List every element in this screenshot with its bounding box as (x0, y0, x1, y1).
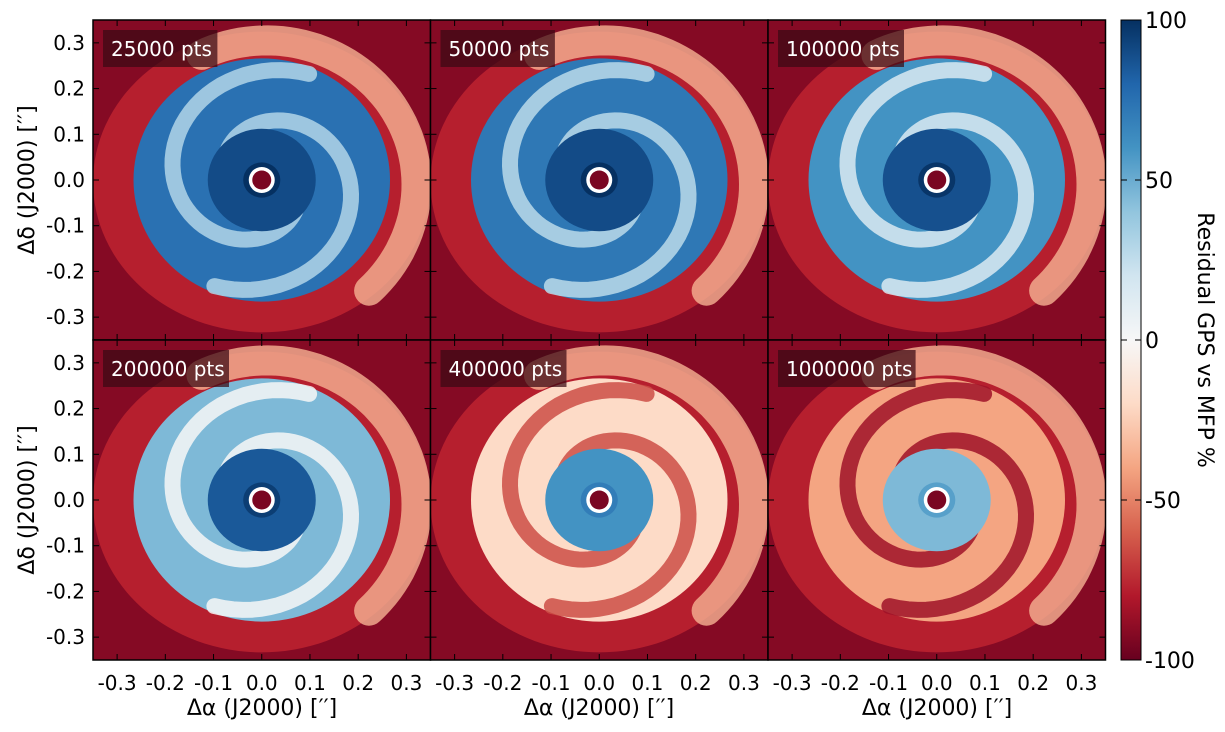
colorbar-tick-label: -100 (1145, 649, 1195, 674)
y-tick-label: -0.3 (46, 305, 85, 329)
panel-label: 200000 pts (111, 357, 225, 381)
x-tick-label: 0.0 (246, 671, 278, 695)
x-axis-label-col3: Δα (J2000) [′′] (862, 696, 1012, 721)
outer-arc (523, 25, 768, 306)
y-tick-label: 0.3 (53, 31, 85, 55)
x-tick-label: 0.3 (1065, 671, 1097, 695)
central-hole (589, 490, 609, 510)
outer-arc (861, 25, 1106, 306)
x-axis-label-col2: Δα (J2000) [′′] (524, 696, 674, 721)
colorbar-label: Residual GPS vs MFP % (1192, 212, 1217, 467)
axes-ticks: 0.3 0.2 0.1 0.0 -0.1 -0.2 -0.3 -0.3 -0.2 -0.1 0.0 0… (46, 20, 1106, 695)
y-axis-label-row2: Δδ (J2000) [′′] (15, 425, 40, 574)
x-tick-label: 0.2 (342, 671, 374, 695)
y-tick-label: 0.2 (53, 397, 85, 421)
map-panel: 200000 pts (92, 339, 432, 661)
panel-label: 25000 pts (111, 37, 212, 61)
y-tick-label: 0.0 (53, 488, 85, 512)
y-tick-label: -0.2 (46, 579, 85, 603)
map-panel: 50000 pts (429, 19, 769, 341)
panel-grid: 25000 pts 50000 pts 100000 pts 200000 pts 40… (92, 19, 1107, 661)
x-tick-label: 0.1 (294, 671, 326, 695)
x-tick-label: -0.2 (483, 671, 522, 695)
x-tick-label: -0.2 (146, 671, 185, 695)
x-tick-label: -0.2 (821, 671, 860, 695)
panel-label: 400000 pts (449, 357, 563, 381)
x-tick-label: 0.0 (921, 671, 953, 695)
x-axis-label-col1: Δα (J2000) [′′] (187, 696, 337, 721)
x-tick-label: -0.3 (773, 671, 812, 695)
colorbar-tick-label: 0 (1145, 329, 1159, 354)
x-tick-label: 0.1 (969, 671, 1001, 695)
panel-label-box (103, 30, 218, 67)
panel-label: 100000 pts (786, 37, 900, 61)
x-tick-label: -0.1 (194, 671, 233, 695)
x-tick-label: -0.3 (98, 671, 137, 695)
y-tick-label: 0.1 (53, 122, 85, 146)
map-panel: 1000000 pts (767, 339, 1107, 661)
y-tick-label: 0.1 (53, 442, 85, 466)
x-tick-label: -0.3 (435, 671, 474, 695)
x-tick-label: 0.0 (583, 671, 615, 695)
x-tick-label: -0.1 (532, 671, 571, 695)
y-axis-label-row1: Δδ (J2000) [′′] (15, 105, 40, 254)
outer-arc (861, 345, 1106, 626)
map-panel: 400000 pts (429, 339, 769, 661)
colorbar-tick-label: 100 (1145, 9, 1187, 34)
x-tick-label: 0.3 (390, 671, 422, 695)
outer-arc (523, 345, 768, 626)
panel-label: 1000000 pts (786, 357, 912, 381)
outer-arc (186, 25, 431, 306)
panel-label-box (778, 30, 904, 67)
x-tick-label: -0.1 (869, 671, 908, 695)
map-panel: 100000 pts (767, 19, 1107, 341)
outer-arc (186, 345, 431, 626)
map-panel: 25000 pts (92, 19, 432, 341)
panel-label-box (778, 350, 916, 387)
x-tick-label: 0.2 (1017, 671, 1049, 695)
x-tick-label: 0.2 (680, 671, 712, 695)
panel-label-box (440, 350, 567, 387)
panel-label-box (103, 350, 229, 387)
y-tick-label: -0.3 (46, 625, 85, 649)
y-tick-label: -0.1 (46, 214, 85, 238)
panel-label: 50000 pts (449, 37, 550, 61)
colorbar-tick-label: -50 (1145, 489, 1181, 514)
central-hole (927, 170, 947, 190)
central-hole (252, 170, 272, 190)
colorbar: 100 50 0 -50 -100 (1120, 9, 1195, 674)
y-tick-label: 0.2 (53, 77, 85, 101)
x-tick-label: 0.1 (632, 671, 664, 695)
y-tick-label: -0.2 (46, 259, 85, 283)
colorbar-tick-label: 50 (1145, 169, 1173, 194)
central-hole (927, 490, 947, 510)
central-hole (252, 490, 272, 510)
y-tick-label: 0.0 (53, 168, 85, 192)
x-tick-label: 0.3 (728, 671, 760, 695)
panel-label-box (440, 30, 555, 67)
y-tick-label: 0.3 (53, 351, 85, 375)
y-tick-label: -0.1 (46, 534, 85, 558)
central-hole (589, 170, 609, 190)
